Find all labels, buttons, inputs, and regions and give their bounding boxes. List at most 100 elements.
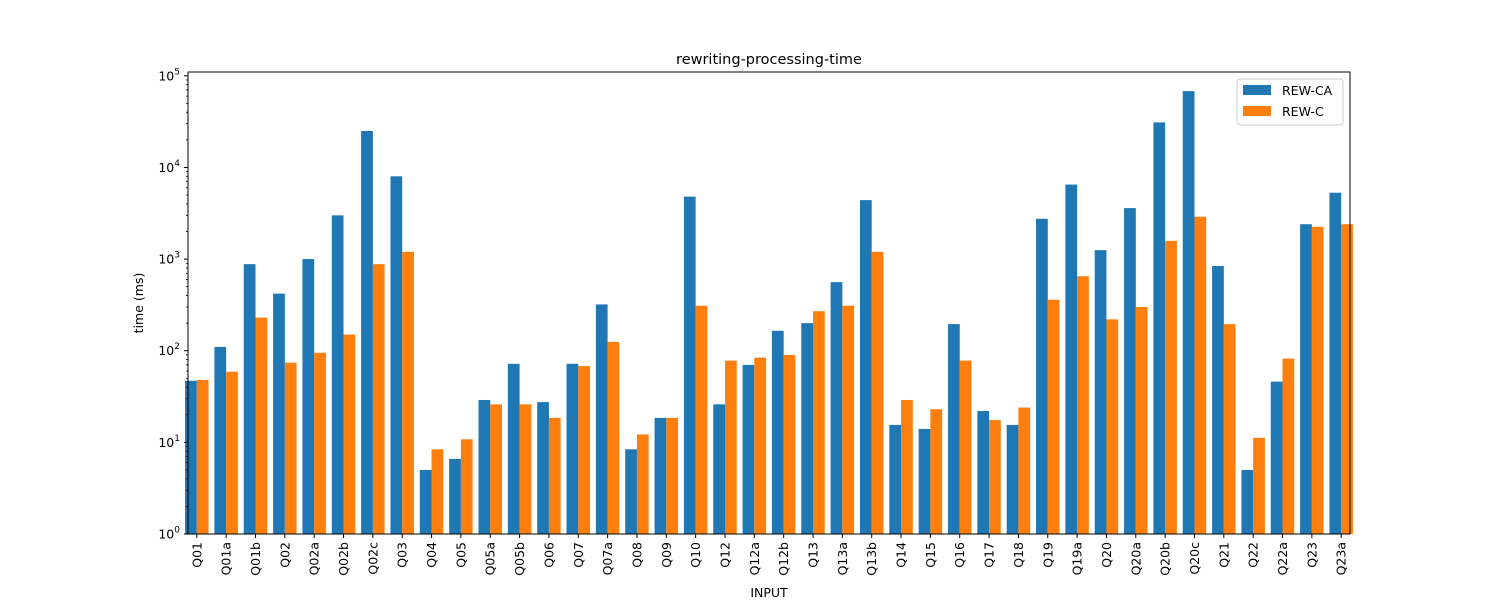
bar-rew-ca-q09 (654, 417, 667, 534)
bar-rew-c-q15 (930, 409, 943, 534)
legend: REW-CA REW-C (1236, 78, 1344, 126)
x-tick-label-q02: Q02 (277, 542, 292, 568)
x-tick-label-q22: Q22 (1246, 542, 1261, 568)
bar-rew-ca-q08 (625, 449, 637, 534)
bar-rew-ca-q19a (1065, 184, 1078, 534)
bar-rew-ca-q05a (478, 399, 491, 534)
bar-rew-ca-q05b (507, 363, 520, 534)
legend-swatch-rew-ca (1243, 85, 1271, 95)
bar-rew-c-q14 (901, 399, 913, 534)
bar-rew-c-q07a (607, 341, 620, 534)
bar-rew-c-q02 (284, 362, 297, 534)
bar-rew-c-q01a (226, 371, 238, 534)
bar-rew-ca-q20c (1182, 91, 1195, 534)
bar-rew-c-q02b (343, 334, 356, 534)
bar-rew-c-q12a (754, 357, 767, 534)
bar-rew-c-q05b (519, 404, 532, 534)
x-tick-label-q07a: Q07a (600, 542, 615, 575)
bar-rew-c-q05 (460, 439, 473, 534)
x-tick-label-q17: Q17 (982, 542, 997, 568)
x-tick-label-q08: Q08 (629, 542, 644, 568)
bar-rew-ca-q20a (1124, 208, 1136, 534)
x-tick-label-q22a: Q22a (1275, 542, 1290, 575)
bar-rew-ca-q12b (771, 330, 784, 534)
y-tick-label: 105 (158, 67, 180, 83)
bar-rew-ca-q22 (1241, 469, 1254, 534)
bar-rew-c-q22 (1253, 437, 1265, 534)
y-axis-ticks: 100 101 102 103 104 105 (158, 67, 188, 542)
x-tick-label-q09: Q09 (659, 542, 674, 568)
bar-rew-ca-q10 (683, 196, 696, 534)
x-tick-label-q12a: Q12a (747, 542, 762, 575)
bar-rew-ca-q17 (977, 410, 990, 534)
y-tick-label: 103 (158, 251, 180, 267)
x-tick-label-q23: Q23 (1304, 542, 1319, 568)
x-tick-label-q07: Q07 (571, 542, 586, 568)
x-tick-label-q15: Q15 (923, 542, 938, 568)
legend-label-rew-ca: REW-CA (1282, 83, 1333, 98)
bar-rew-ca-q13b (859, 200, 872, 535)
bar-rew-c-q21 (1223, 324, 1236, 534)
bar-rew-c-q12 (724, 360, 737, 534)
x-tick-label-q06: Q06 (541, 542, 556, 568)
x-axis-label: INPUT (750, 585, 788, 600)
bar-rew-c-q09 (666, 417, 679, 534)
x-tick-label-q10: Q10 (688, 542, 703, 568)
x-tick-label-q20: Q20 (1099, 542, 1114, 568)
bar-rew-ca-q03 (390, 176, 403, 534)
bar-rew-c-q20b (1165, 240, 1177, 534)
x-axis-ticks: Q01 Q01a Q01b Q02 Q02a Q02b Q02c Q03 Q04 Q05 Q05a Q… (189, 534, 1349, 576)
bar-rew-c-q19 (1047, 299, 1060, 534)
bar-rew-ca-q02a (302, 259, 315, 534)
x-tick-label-q05a: Q05a (483, 542, 498, 575)
y-axis-label: time (ms) (131, 273, 146, 334)
bar-rew-ca-q19 (1036, 218, 1048, 534)
bar-rew-c-q23a (1341, 224, 1353, 535)
y-tick-label: 100 (158, 526, 180, 542)
bar-rew-c-q10 (695, 305, 708, 534)
bar-rew-c-q18 (1018, 407, 1031, 534)
legend-swatch-rew-c (1243, 106, 1271, 116)
bar-rew-ca-q16 (947, 324, 960, 534)
bar-rew-c-q13b (871, 251, 884, 534)
bar-rew-c-q13 (813, 311, 825, 534)
bars-group (185, 91, 1353, 535)
bar-rew-ca-q12 (713, 404, 725, 534)
bar-rew-c-q13a (842, 305, 855, 534)
x-tick-label-q02b: Q02b (336, 542, 351, 576)
x-tick-label-q13b: Q13b (864, 542, 879, 576)
x-tick-label-q20c: Q20c (1187, 542, 1202, 575)
bar-rew-ca-q02b (331, 215, 344, 534)
bar-rew-c-q07 (578, 366, 591, 534)
bar-rew-c-q22a (1282, 358, 1295, 534)
bar-rew-c-q23 (1311, 226, 1324, 535)
axes-frame (187, 71, 1351, 535)
bar-rew-c-q03 (402, 251, 414, 534)
x-tick-label-q18: Q18 (1011, 542, 1026, 568)
bar-rew-ca-q20b (1153, 122, 1166, 534)
bar-rew-ca-q05 (449, 458, 461, 534)
bar-rew-c-q01 (196, 379, 209, 534)
x-tick-label-q20a: Q20a (1128, 542, 1143, 575)
bar-rew-c-q19a (1077, 276, 1089, 534)
bar-rew-ca-q07a (595, 304, 608, 534)
bar-rew-c-q02a (314, 352, 326, 534)
x-tick-label-q12: Q12 (717, 542, 732, 568)
x-tick-label-q16: Q16 (952, 542, 967, 568)
x-tick-label-q19: Q19 (1040, 542, 1055, 568)
bar-rew-ca-q02c (361, 130, 373, 534)
bar-rew-ca-q01b (243, 264, 256, 534)
bar-rew-c-q20a (1135, 306, 1148, 534)
y-tick-label: 104 (158, 159, 180, 175)
bar-rew-ca-q22a (1270, 381, 1283, 534)
x-tick-label-q02c: Q02c (365, 542, 380, 575)
bar-rew-ca-q07 (566, 363, 579, 534)
legend-label-rew-c: REW-C (1282, 104, 1324, 119)
bar-rew-c-q02c (372, 264, 385, 534)
bar-rew-c-q01b (255, 317, 268, 534)
y-tick-label: 102 (158, 342, 180, 358)
x-tick-label-q01b: Q01b (248, 542, 263, 576)
bar-rew-ca-q01 (185, 380, 197, 534)
bar-rew-c-q20 (1106, 319, 1119, 534)
bar-rew-ca-q13a (830, 282, 843, 534)
